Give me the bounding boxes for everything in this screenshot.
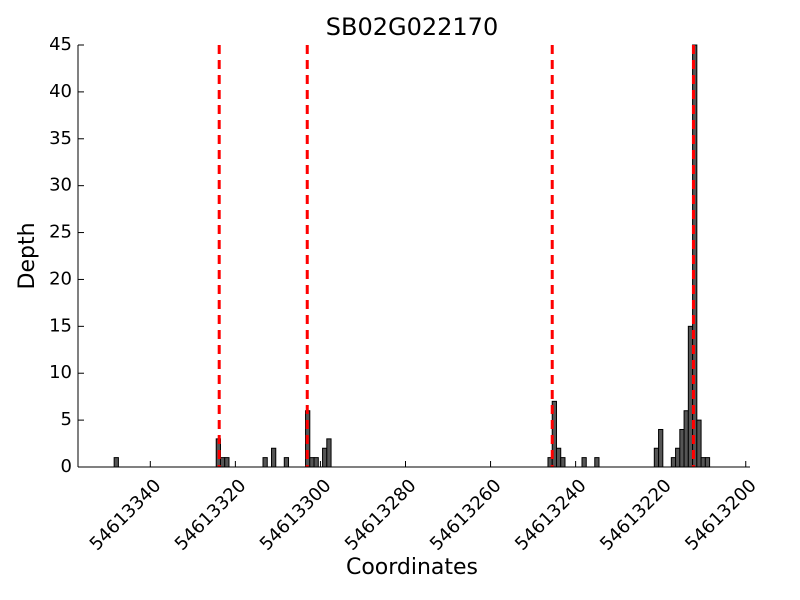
bar [700, 457, 706, 468]
y-tick-label: 40 [49, 81, 72, 102]
bar [113, 457, 119, 468]
bar [679, 428, 685, 468]
bar [313, 457, 319, 468]
bar [309, 457, 315, 468]
bar [594, 457, 600, 468]
bar [696, 419, 702, 468]
x-tick-label: 54613300 [256, 475, 336, 555]
bar [555, 447, 562, 468]
y-tick-label: 25 [49, 222, 72, 243]
y-tick-label: 20 [49, 268, 72, 289]
bar [560, 457, 566, 468]
y-axis-label: Depth [15, 222, 40, 289]
bar [658, 428, 664, 468]
bar [219, 457, 226, 468]
bar [683, 410, 689, 468]
bar [224, 457, 230, 468]
y-tick-label: 45 [49, 34, 72, 55]
chart-title: SB02G022170 [326, 13, 498, 41]
bar [675, 447, 681, 468]
y-tick-label: 10 [49, 362, 72, 383]
y-tick-label: 35 [49, 128, 72, 149]
y-tick-label: 15 [49, 315, 72, 336]
bar [704, 457, 711, 468]
bar [670, 457, 677, 468]
x-tick-label: 54613200 [681, 475, 761, 555]
y-tick-label: 30 [49, 175, 72, 196]
x-tick-label: 54613260 [426, 475, 506, 555]
y-tick-label: 5 [61, 409, 72, 430]
y-tick-label: 0 [61, 456, 72, 477]
bar [262, 457, 268, 468]
x-tick-label: 54613340 [86, 475, 166, 555]
x-axis-label: Coordinates [346, 555, 478, 580]
bar [581, 457, 587, 468]
bar [283, 457, 290, 468]
x-tick-label: 54613280 [341, 475, 421, 555]
x-tick-label: 54613240 [511, 475, 591, 555]
bar [271, 447, 277, 468]
x-tick-label: 54613220 [596, 475, 676, 555]
bar [653, 447, 660, 468]
bar [326, 438, 332, 468]
bar [322, 447, 328, 468]
x-tick-label: 54613320 [171, 475, 251, 555]
